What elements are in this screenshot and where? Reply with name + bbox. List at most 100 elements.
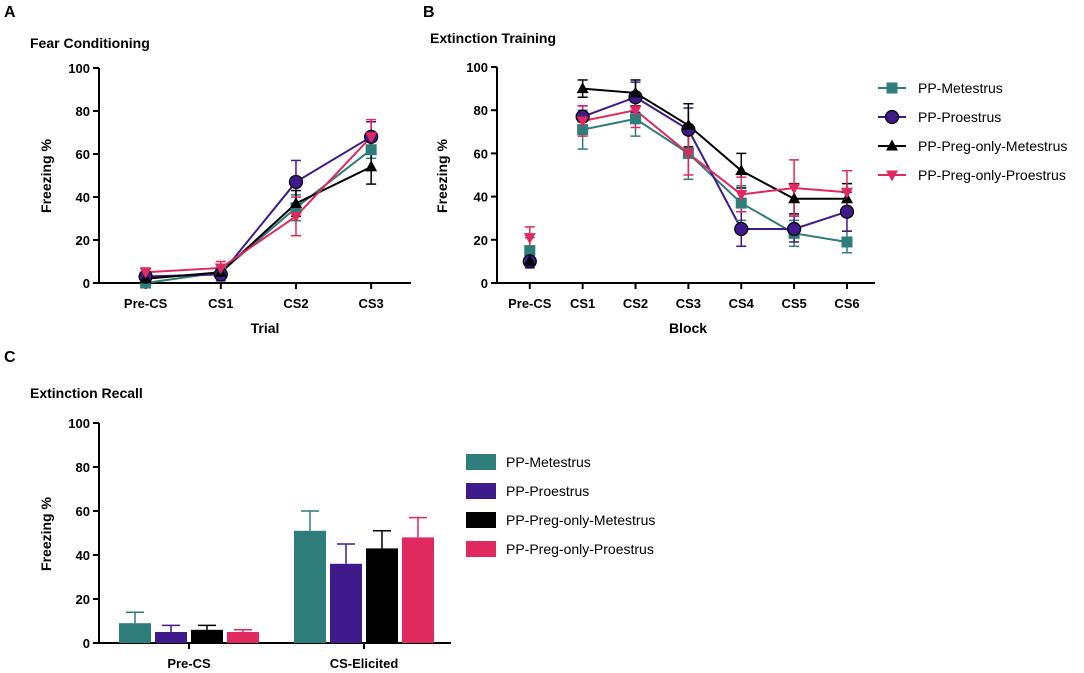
series-line-b-2 [582, 96, 848, 230]
y-tick-label-c: 40 [76, 548, 90, 563]
x-tick-label-a: CS1 [208, 296, 233, 311]
x-axis-title-a: Trial [251, 320, 280, 336]
bar-c-4 [402, 537, 434, 643]
panel-c: C Extinction Recall Freezing % 0 20 40 60 80… [4, 349, 655, 671]
data-point-b-1 [630, 113, 642, 125]
x-tick-label-c: Pre-CS [167, 656, 211, 671]
series-line-a-4 [145, 136, 372, 274]
bar-c-3 [366, 548, 398, 643]
data-point-a-3 [289, 196, 302, 208]
data-point-b-3 [788, 192, 801, 204]
y-tick-label-c: 80 [76, 460, 90, 475]
data-point-b-4 [840, 187, 853, 199]
y-tick-label-a: 40 [76, 190, 90, 205]
bar-c-3 [191, 629, 223, 643]
data-point-b-3 [576, 82, 589, 94]
x-tick-label-a: Pre-CS [124, 296, 168, 311]
data-point-a-4 [289, 211, 302, 223]
plot-area-c: 0 20 40 60 80 100 Pre-CS CS-Elicited [68, 416, 451, 671]
chart-title-c: Extinction Recall [30, 385, 143, 401]
legend-label-c: PP-Metestrus [506, 454, 591, 470]
data-point-b-1 [577, 124, 589, 136]
data-point-b-2 [734, 221, 749, 237]
legend-marker-b [886, 139, 898, 151]
y-tick-label-c: 60 [76, 504, 90, 519]
data-point-b-3 [523, 254, 536, 266]
y-tick-label-a: 80 [76, 104, 90, 119]
series-line-a-2 [145, 135, 372, 278]
y-tick-label-c: 100 [68, 416, 90, 431]
data-point-a-3 [365, 160, 378, 172]
y-tick-label-a: 20 [76, 233, 90, 248]
legend-marker-b [884, 109, 900, 125]
data-point-b-4 [735, 189, 748, 201]
series-line-b-4 [582, 109, 848, 196]
data-point-a-2 [288, 174, 304, 190]
x-tick-label-b: Pre-CS [508, 296, 552, 311]
x-axis-title-b: Block [669, 320, 707, 336]
bar-c-2 [155, 632, 187, 643]
y-axis-title-c: Freezing % [38, 496, 54, 570]
y-axis-title-b: Freezing % [434, 138, 450, 212]
data-point-b-4 [523, 233, 536, 245]
panel-letter-c: C [4, 349, 16, 366]
legend-marker-b [886, 170, 898, 182]
data-point-b-2 [787, 221, 802, 237]
x-tick-label-a: CS3 [359, 296, 384, 311]
x-tick-label-b: CS2 [623, 296, 648, 311]
y-tick-label-a: 100 [68, 61, 90, 76]
legend-swatch-c [466, 454, 496, 470]
series-line-b-3 [582, 87, 847, 200]
x-tick-label-b: CS4 [729, 296, 755, 311]
legend-swatch-c [466, 483, 496, 499]
data-point-b-2 [839, 204, 855, 219]
x-tick-label-b: CS5 [781, 296, 806, 311]
y-tick-label-b: 80 [474, 103, 488, 118]
legend-swatch-c [466, 541, 496, 557]
data-point-a-4 [139, 267, 152, 279]
data-point-a-4 [214, 263, 227, 275]
legend-b: PP-Metestrus PP-Proestrus PP-Preg-only-Met… [878, 80, 1067, 183]
panel-letter-a: A [4, 4, 16, 21]
x-tick-label-a: CS2 [283, 296, 308, 311]
bar-c-2 [330, 563, 362, 643]
y-tick-label-b: 100 [466, 60, 488, 75]
legend-label-c: PP-Preg-only-Metestrus [506, 512, 655, 528]
data-point-a-4 [365, 132, 378, 144]
legend-swatch-c [466, 512, 496, 528]
data-point-b-4 [682, 148, 695, 160]
data-point-b-4 [788, 183, 801, 195]
plot-area-b: 0 20 40 60 80 100 Pre-CS CS1 CS2 CS3 CS4 CS5 CS6 [466, 60, 875, 311]
x-tick-label-b: CS3 [676, 296, 701, 311]
bar-c-1 [119, 623, 151, 643]
x-tick-label-b: CS1 [570, 296, 595, 311]
y-tick-label-a: 60 [76, 147, 90, 162]
data-point-b-3 [735, 164, 748, 176]
y-tick-label-a: 0 [83, 276, 90, 291]
legend-label-b: PP-Proestrus [918, 109, 1001, 125]
panel-letter-b: B [423, 4, 435, 21]
y-tick-label-b: 60 [474, 146, 488, 161]
data-point-b-3 [629, 86, 642, 98]
legend-label-b: PP-Preg-only-Proestrus [918, 167, 1066, 183]
bar-c-4 [227, 632, 259, 643]
x-tick-label-c: CS-Elicited [330, 656, 399, 671]
legend-label-b: PP-Metestrus [918, 80, 1003, 96]
legend-label-c: PP-Preg-only-Proestrus [506, 541, 654, 557]
data-point-b-1 [524, 245, 536, 257]
panel-a: A Fear Conditioning Freezing % Trial 0 20… [4, 4, 411, 336]
y-axis-title-a: Freezing % [38, 138, 54, 212]
data-point-b-1 [841, 236, 853, 248]
series-line-a-1 [145, 148, 372, 284]
chart-title-a: Fear Conditioning [30, 35, 150, 51]
y-tick-label-b: 40 [474, 190, 488, 205]
data-point-b-4 [576, 116, 589, 128]
legend-c: PP-Metestrus PP-Proestrus PP-Preg-only-Met… [466, 454, 655, 557]
x-tick-label-b: CS6 [834, 296, 859, 311]
chart-title-b: Extinction Training [430, 30, 556, 46]
legend-label-c: PP-Proestrus [506, 483, 589, 499]
y-tick-label-b: 0 [481, 276, 488, 291]
y-tick-label-b: 20 [474, 233, 488, 248]
y-tick-label-c: 0 [83, 636, 90, 651]
